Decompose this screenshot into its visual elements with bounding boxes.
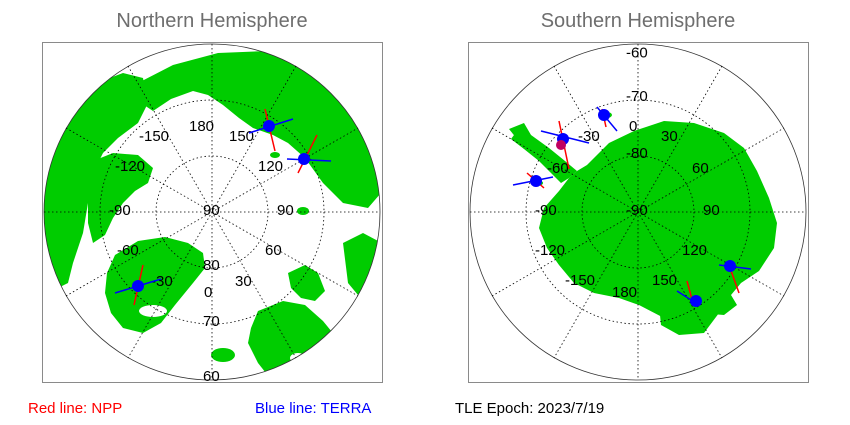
south-map[interactable]: -30 0 30 60 -60 -90 90 -120 120 -150 150… [468, 42, 809, 383]
north-lon-label: 180 [189, 118, 214, 135]
sat-marker [724, 260, 736, 272]
north-graticule [43, 43, 381, 381]
north-lon-label: -60 [117, 242, 139, 259]
north-lon-label: 90 [277, 202, 294, 219]
south-lon-label: 180 [612, 284, 637, 301]
legend-epoch: TLE Epoch: 2023/7/19 [455, 400, 605, 417]
sat-marker [132, 280, 144, 292]
south-sat-markers [512, 106, 752, 307]
south-lon-label: 60 [692, 160, 709, 177]
north-lon-label: 120 [258, 158, 283, 175]
south-lat-label: -90 [626, 202, 648, 219]
south-lon-label: 0 [629, 118, 637, 135]
south-lat-label: -60 [626, 44, 648, 61]
south-lon-label: -30 [578, 128, 600, 145]
sat-marker [530, 175, 542, 187]
legend-terra: Blue line: TERRA [255, 400, 372, 417]
npp-track [297, 134, 318, 174]
south-title: Southern Hemisphere [540, 10, 736, 32]
north-lon-label: 0 [204, 284, 212, 301]
north-lat-label: 70 [203, 313, 220, 330]
north-map[interactable]: 180 -150 150 -120 120 -90 90 -60 60 -30 … [42, 42, 383, 383]
south-graticule [469, 43, 807, 381]
south-lon-label: -150 [565, 272, 595, 289]
south-lon-label: 150 [652, 272, 677, 289]
sat-marker [298, 153, 310, 165]
south-lon-label: -60 [547, 160, 569, 177]
south-lat-label: -80 [626, 145, 648, 162]
sat-marker [263, 120, 275, 132]
north-lon-label: 30 [235, 273, 252, 290]
north-title: Northern Hemisphere [116, 10, 308, 32]
south-map-canvas: -30 0 30 60 -60 -90 90 -120 120 -150 150… [469, 43, 807, 381]
sat-marker [556, 140, 566, 150]
sat-marker [690, 295, 702, 307]
south-lon-label: 30 [661, 128, 678, 145]
north-map-canvas: 180 -150 150 -120 120 -90 90 -60 60 -30 … [43, 43, 381, 382]
north-lon-label: -30 [151, 273, 173, 290]
north-lon-label: -90 [109, 202, 131, 219]
south-lon-label: 120 [682, 242, 707, 259]
south-lon-label: 90 [703, 202, 720, 219]
north-lat-label: 60 [203, 368, 220, 382]
south-lat-label: -70 [626, 88, 648, 105]
north-lat-label: 90 [203, 202, 220, 219]
south-lon-label: -90 [535, 202, 557, 219]
north-lon-label: 60 [265, 242, 282, 259]
north-lon-label: 150 [229, 128, 254, 145]
south-lon-label: -120 [535, 242, 565, 259]
north-sat-markers [114, 108, 332, 306]
north-lon-label: -120 [115, 158, 145, 175]
north-lon-label: -150 [139, 128, 169, 145]
north-lat-label: 80 [203, 257, 220, 274]
legend-npp: Red line: NPP [28, 400, 123, 417]
sat-marker [598, 109, 610, 121]
